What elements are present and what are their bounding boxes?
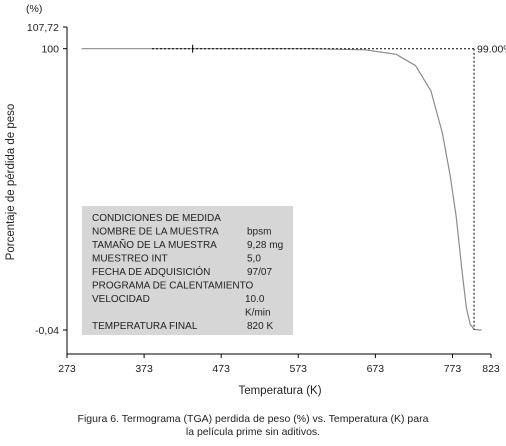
info-rows: CONDICIONES DE MEDIDA NOMBRE DE LA MUESTR… <box>92 213 283 332</box>
info-row-value: 9,28 mg <box>247 240 283 251</box>
info-row-label: TEMPERATURA FINAL <box>92 321 198 332</box>
info-row-value: 820 K <box>247 321 273 332</box>
info-row-label: MUESTREO INT <box>92 254 168 265</box>
y-tick-label: -0,04 <box>35 325 59 337</box>
series-layer: 99.00% <box>81 44 506 331</box>
x-ticks: 273 373 473 573 673 773 823 <box>58 354 500 375</box>
x-tick-label: 273 <box>58 363 76 375</box>
info-row-label: TAMAÑO DE LA MUESTRA <box>92 238 217 251</box>
x-axis-title: Temperatura (K) <box>238 385 321 397</box>
info-row-value: 10.0 <box>245 294 265 305</box>
tga-curve <box>81 48 482 331</box>
info-row-label: NOMBRE DE LA MUESTRA <box>92 227 219 238</box>
y-axis-title: Porcentaje de pérdida de peso <box>5 104 17 261</box>
info-row-value: 5,0 <box>247 254 261 265</box>
x-tick-label: 673 <box>367 363 385 375</box>
info-row-label: VELOCIDAD <box>92 294 150 305</box>
info-box <box>82 206 293 335</box>
info-row-value: bpsm <box>247 227 271 238</box>
x-tick-label: 573 <box>290 363 308 375</box>
x-tick-label: 473 <box>212 363 230 375</box>
info-row-value: K/min <box>245 308 271 319</box>
y-ticks: 107,72 100 -0,04 <box>27 22 67 337</box>
y-unit-label: (%) <box>26 3 42 15</box>
caption-line-1: Figura 6. Termograma (TGA) perdida de pe… <box>77 413 429 425</box>
x-tick-label: 773 <box>444 363 462 375</box>
info-row-value: 97/07 <box>247 267 272 278</box>
figure-caption: Figura 6. Termograma (TGA) perdida de pe… <box>0 413 506 439</box>
caption-line-2: la película prime sin aditivos. <box>185 426 321 438</box>
info-row-label: FECHA DE ADQUISICIÓN <box>92 265 210 278</box>
y-tick-label: 107,72 <box>27 22 59 34</box>
info-row-label: PROGRAMA DE CALENTAMIENTO <box>92 281 254 292</box>
x-tick-label: 823 <box>482 363 500 375</box>
endpoint-label: 99.00% <box>477 44 506 56</box>
info-row-label: CONDICIONES DE MEDIDA <box>92 213 221 224</box>
x-tick-label: 373 <box>135 363 153 375</box>
y-tick-label: 100 <box>41 44 59 56</box>
